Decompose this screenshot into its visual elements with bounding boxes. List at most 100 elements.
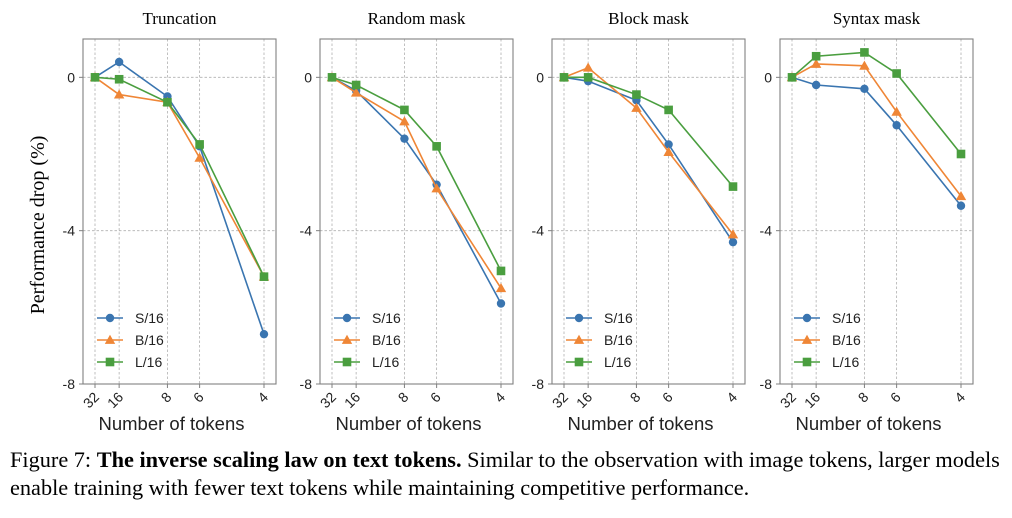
x-tick-label: 6 [190,389,207,406]
series-line [94,76,265,278]
x-tick-label: 8 [395,389,412,406]
legend: S/16 B/16 L/16 [97,310,164,370]
series-line [331,76,502,272]
y-tick-label: -4 [63,223,76,239]
data-point [496,266,506,276]
x-tick-label: 8 [627,389,644,406]
legend-item: L/16 [334,354,399,370]
y-tick-label: 0 [67,69,75,85]
y-tick-label: -8 [760,376,773,392]
data-point [860,84,869,94]
data-point [631,102,642,112]
data-point [956,149,966,159]
data-point [90,73,100,82]
data-point [811,51,821,61]
x-tick-label: 4 [491,389,508,406]
x-axis-label: Number of tokens [567,413,713,434]
panel-syntax-mask: Syntax mask 0 -4 -832 16 8 6 4 Number of tokens S… [760,9,974,434]
legend-marker [104,334,116,344]
data-point [859,60,870,70]
data-point [259,272,269,281]
data-point [194,152,205,162]
y-tick-label: 0 [304,69,312,85]
series-line [791,76,962,207]
plot-frame [82,38,277,385]
legend-item: S/16 [566,310,633,326]
legend-item: B/16 [334,332,401,348]
legend-label: L/16 [832,354,859,370]
series-line [564,76,734,188]
legend-label: S/16 [832,310,861,326]
x-tick-label: 6 [659,389,676,406]
legend: S/16 B/16 L/16 [794,310,861,370]
x-tick-label: 6 [887,389,904,406]
x-tick-label: 16 [104,389,126,411]
legend-label: S/16 [135,310,164,326]
series-line [94,61,265,335]
legend-marker [801,334,813,344]
series-line [563,76,734,243]
x-tick-label: 4 [951,389,968,406]
data-point [787,73,797,82]
x-axis-label: Number of tokens [98,413,244,434]
plot-frame [319,38,514,385]
legend-item: S/16 [334,310,401,326]
plot-frame [779,38,974,385]
series-l-16 [90,73,269,281]
x-tick-label: 8 [855,389,872,406]
y-tick-label: -4 [532,223,545,239]
legend-marker [105,313,115,323]
series-line [94,76,265,278]
data-point [259,329,269,339]
data-point [892,121,901,130]
panel-title: Syntax mask [833,9,921,28]
x-tick-label: 16 [341,389,363,411]
series-l-16 [787,48,966,159]
data-point [727,229,739,239]
legend-item: B/16 [566,332,633,348]
data-point [664,105,673,115]
data-point [559,73,569,82]
data-point [327,73,337,82]
series-s-16 [90,57,269,339]
x-axis-label: Number of tokens [335,413,481,434]
legend-label: B/16 [135,332,164,348]
x-tick-label: 4 [723,389,740,406]
legend-marker [105,357,115,367]
series-line [563,66,734,235]
data-point [351,80,361,90]
legend-marker [802,357,812,367]
data-point [892,69,901,78]
legend-marker [341,334,353,344]
x-tick-label: 6 [427,389,444,406]
legend-marker [574,313,584,323]
panel-title: Random mask [368,9,466,28]
data-point [400,105,409,115]
series-l-16 [327,73,506,276]
panel-title: Truncation [143,9,217,28]
legend-label: S/16 [372,310,401,326]
data-point [891,106,902,116]
series-s-16 [787,73,966,210]
legend-marker [342,357,352,367]
y-tick-label: -8 [532,376,545,392]
data-point [728,237,738,247]
legend-item: B/16 [794,332,861,348]
data-point [955,190,967,201]
panel-truncation: Truncation 0 -4 -832 16 8 6 4 Number of tokens S/… [63,9,277,434]
data-point [432,142,441,151]
data-point [114,57,124,67]
caption-title: The inverse scaling law on text tokens. [96,447,462,472]
legend-label: L/16 [135,354,162,370]
legend: S/16 B/16 L/16 [566,310,633,370]
legend-marker [802,313,812,323]
data-point [400,134,409,143]
data-point [663,146,674,156]
y-tick-label: -4 [760,223,773,239]
caption-text: Similar to the observation with image to… [10,447,1000,500]
legend-marker [573,334,585,344]
x-tick-label: 16 [573,389,595,411]
y-tick-label: 0 [536,69,544,85]
legend-label: L/16 [604,354,631,370]
data-point [811,80,821,90]
